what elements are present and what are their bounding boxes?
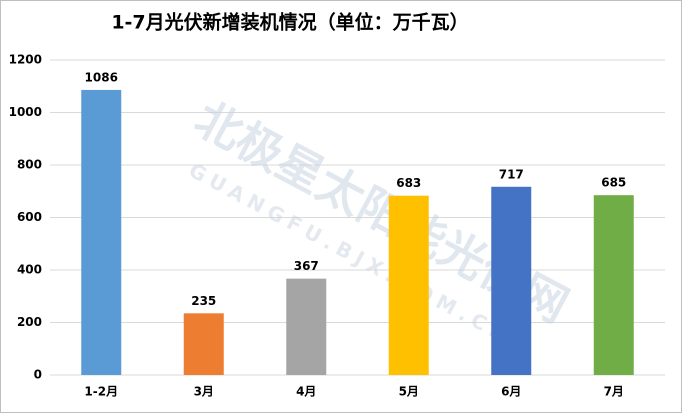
data-label: 1086 bbox=[85, 70, 118, 84]
x-tick-label: 4月 bbox=[296, 385, 316, 399]
y-tick-label: 1200 bbox=[9, 53, 42, 67]
bar bbox=[593, 195, 634, 375]
x-tick-label: 6月 bbox=[501, 385, 521, 399]
y-tick-label: 1000 bbox=[9, 105, 42, 119]
bar bbox=[81, 89, 122, 376]
chart-title: 1-7月光伏新增装机情况（单位：万千瓦） bbox=[111, 11, 468, 34]
bar bbox=[388, 195, 429, 375]
data-label: 235 bbox=[191, 294, 216, 308]
y-tick-label: 600 bbox=[17, 210, 42, 224]
x-tick-label: 1-2月 bbox=[84, 385, 118, 399]
bar bbox=[491, 186, 532, 375]
x-tick-label: 7月 bbox=[604, 385, 624, 399]
data-label: 717 bbox=[499, 167, 524, 181]
data-label: 683 bbox=[396, 176, 421, 190]
y-tick-label: 0 bbox=[34, 368, 42, 382]
data-label: 367 bbox=[294, 259, 319, 273]
bar bbox=[286, 278, 327, 375]
y-tick-label: 400 bbox=[17, 263, 42, 277]
bar bbox=[183, 313, 224, 375]
y-tick-label: 200 bbox=[17, 315, 42, 329]
x-tick-label: 5月 bbox=[399, 385, 419, 399]
y-tick-label: 800 bbox=[17, 158, 42, 172]
x-tick-label: 3月 bbox=[194, 385, 214, 399]
data-label: 685 bbox=[601, 176, 626, 190]
